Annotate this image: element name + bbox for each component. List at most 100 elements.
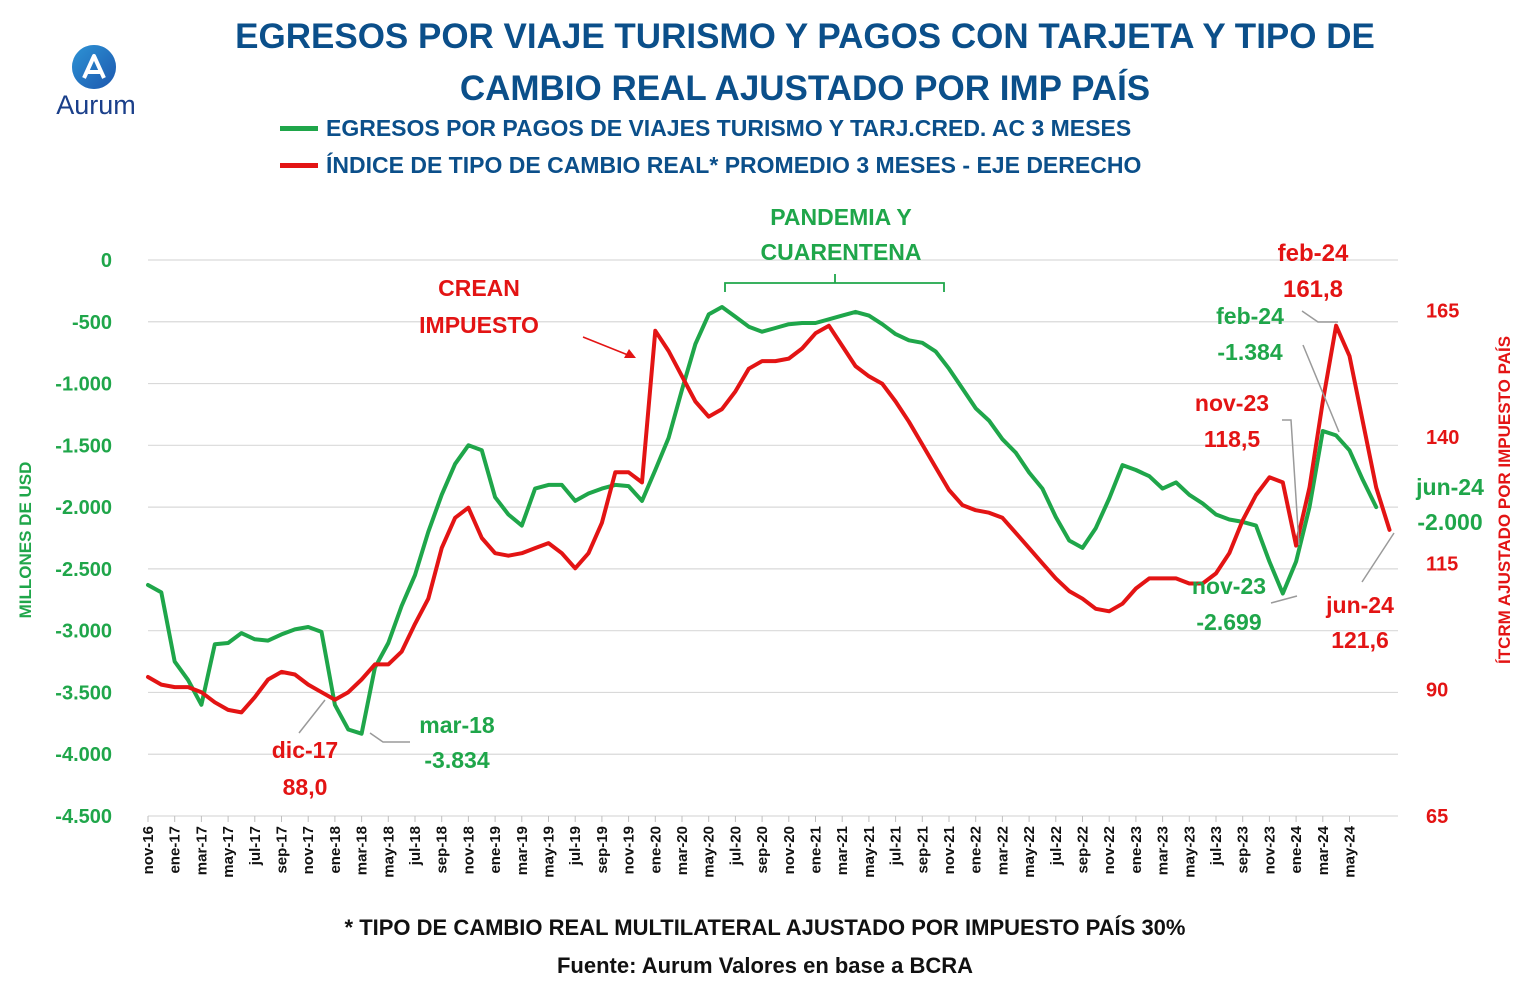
point-tcr — [707, 415, 711, 419]
point-egresos — [1281, 591, 1285, 595]
series-line-egresos — [146, 305, 1379, 736]
point-tcr — [213, 700, 217, 704]
point-egresos — [466, 443, 470, 447]
source-note: Fuente: Aurum Valores en base a BCRA — [556, 953, 974, 978]
annotation-nov23-tcr-label: nov-23 — [1195, 390, 1269, 416]
y-axis-left-label: MILLONES DE USD — [16, 462, 35, 619]
y-tick-left: -1.500 — [55, 435, 112, 457]
point-egresos — [280, 632, 283, 636]
y-tick-left: -2.500 — [55, 559, 112, 581]
point-tcr — [1067, 589, 1071, 593]
x-tick-label: jul-19 — [567, 826, 584, 866]
x-tick-label: sep-17 — [274, 826, 291, 874]
x-tick-label: ene-20 — [647, 826, 664, 874]
legend-item-egresos: EGRESOS POR PAGOS DE VIAJES TURISMO Y TA… — [280, 113, 1131, 143]
x-tick-label: may-20 — [701, 826, 718, 878]
point-tcr — [253, 695, 257, 699]
point-tcr — [506, 554, 510, 558]
point-egresos — [506, 513, 510, 517]
point-tcr — [1254, 493, 1258, 497]
point-egresos — [186, 678, 190, 682]
point-egresos — [773, 326, 777, 330]
annotation-crean-line1: CREAN — [438, 275, 520, 301]
y-tick-left: 0 — [101, 250, 112, 272]
x-tick-label: may-22 — [1021, 826, 1038, 878]
point-egresos — [627, 484, 631, 488]
point-egresos — [1214, 513, 1218, 517]
gridlines — [148, 259, 1398, 817]
point-tcr — [1321, 400, 1325, 404]
point-tcr — [306, 683, 310, 687]
point-egresos — [239, 631, 243, 635]
x-tick-label: may-19 — [541, 826, 558, 878]
point-tcr — [400, 650, 404, 654]
point-tcr — [493, 551, 497, 555]
point-tcr — [413, 622, 417, 626]
point-tcr — [1040, 561, 1044, 565]
point-egresos — [1107, 496, 1111, 500]
point-egresos — [987, 419, 991, 423]
leader-feb24-egr — [1302, 344, 1340, 433]
point-tcr — [600, 521, 604, 525]
point-egresos — [159, 590, 163, 594]
x-axis-ticks: nov-16 ene-17 mar-17 may-17 jul-17 sep-17 nov-… — [140, 816, 1359, 878]
annotation-jun24-tcr-value: 121,6 — [1331, 627, 1389, 653]
point-egresos — [453, 462, 457, 466]
point-egresos — [1000, 437, 1004, 441]
point-egresos — [1027, 471, 1031, 475]
x-tick-label: nov-20 — [781, 826, 798, 874]
point-egresos — [733, 315, 737, 319]
point-tcr — [947, 488, 951, 492]
point-tcr — [1267, 475, 1271, 479]
point-egresos — [413, 573, 417, 577]
x-tick-label: may-18 — [380, 826, 397, 878]
point-tcr — [453, 516, 457, 520]
annotation-jun24-tcr-label: jun-24 — [1325, 592, 1394, 618]
point-tcr — [920, 442, 924, 446]
point-tcr — [333, 698, 337, 702]
x-tick-label: mar-17 — [193, 826, 210, 875]
point-egresos — [800, 321, 804, 325]
point-tcr — [880, 382, 884, 386]
point-tcr — [520, 551, 524, 555]
point-tcr — [199, 690, 203, 694]
point-egresos — [600, 487, 604, 491]
x-tick-label: ene-21 — [808, 826, 825, 874]
point-tcr — [440, 546, 444, 550]
point-tcr — [1161, 576, 1165, 580]
point-tcr — [854, 364, 858, 368]
point-tcr — [1174, 576, 1178, 580]
point-tcr — [653, 329, 657, 333]
point-tcr — [1214, 571, 1218, 575]
point-tcr — [1201, 581, 1205, 585]
point-egresos — [306, 625, 310, 629]
x-tick-label: nov-21 — [941, 826, 958, 874]
legend-swatch-green — [280, 125, 318, 131]
x-tick-label: may-23 — [1181, 826, 1198, 878]
point-tcr — [1107, 609, 1111, 613]
annotations: PANDEMIA Y CUARENTENA CREAN IMPUESTO dic-17 8… — [272, 204, 1484, 800]
point-tcr — [613, 470, 617, 474]
y-tick-left: -500 — [72, 312, 112, 334]
point-tcr — [800, 346, 804, 350]
legend-label-egresos: EGRESOS POR PAGOS DE VIAJES TURISMO Y TA… — [326, 114, 1132, 141]
annotation-crean-line2: IMPUESTO — [419, 312, 539, 338]
point-egresos — [867, 314, 871, 318]
x-tick-label: mar-18 — [354, 826, 371, 875]
point-tcr — [360, 678, 364, 682]
point-tcr — [266, 678, 270, 682]
leader-nov23-tcr — [1282, 419, 1300, 546]
point-egresos — [840, 314, 844, 318]
point-tcr — [346, 690, 350, 694]
point-egresos — [934, 349, 938, 353]
point-tcr — [787, 357, 791, 361]
y-tick-left: -4.500 — [55, 806, 112, 828]
x-tick-label: nov-18 — [460, 826, 477, 874]
point-egresos — [907, 338, 911, 342]
chart-title-line2: CAMBIO REAL AJUSTADO POR IMP PAÍS — [459, 69, 1151, 108]
point-egresos — [1161, 487, 1165, 491]
point-tcr — [907, 420, 911, 424]
point-egresos — [693, 342, 697, 346]
point-egresos — [199, 703, 203, 707]
point-tcr — [1348, 354, 1351, 358]
